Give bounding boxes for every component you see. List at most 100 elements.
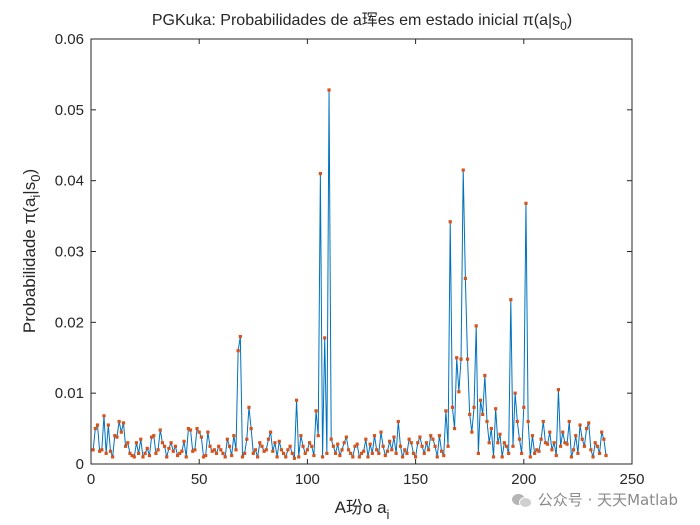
data-point xyxy=(507,451,511,455)
data-point xyxy=(548,430,552,434)
data-point xyxy=(230,453,234,458)
data-point xyxy=(303,451,307,455)
wechat-icon xyxy=(511,492,532,508)
data-point xyxy=(470,430,474,434)
data-point xyxy=(195,426,199,431)
data-point xyxy=(284,455,288,459)
data-point xyxy=(275,455,279,459)
data-point xyxy=(392,435,396,439)
data-point xyxy=(511,444,515,448)
data-point xyxy=(273,441,277,445)
data-point xyxy=(517,437,522,441)
data-point xyxy=(500,455,504,459)
data-point xyxy=(154,451,158,455)
data-point xyxy=(171,449,175,453)
y-tick-label: 0.03 xyxy=(55,244,84,261)
data-point xyxy=(513,391,517,395)
data-point xyxy=(323,336,327,340)
data-point xyxy=(149,435,154,439)
data-point xyxy=(260,444,264,448)
data-point xyxy=(98,449,102,453)
data-point xyxy=(297,455,301,459)
data-point xyxy=(349,451,353,455)
data-point xyxy=(102,414,106,418)
data-point xyxy=(290,451,294,455)
data-point xyxy=(264,448,268,452)
data-point xyxy=(496,441,500,445)
data-point xyxy=(465,357,470,361)
data-point xyxy=(452,426,457,431)
data-point xyxy=(113,434,117,438)
data-point xyxy=(288,444,292,448)
data-point xyxy=(450,405,454,409)
data-point xyxy=(401,455,405,459)
data-point xyxy=(595,444,599,448)
data-point xyxy=(578,423,582,427)
data-point xyxy=(316,434,320,438)
data-point xyxy=(398,444,403,448)
probability-series xyxy=(91,88,608,460)
data-point xyxy=(236,349,240,353)
data-point xyxy=(396,419,400,424)
data-point xyxy=(379,430,383,434)
data-point xyxy=(193,448,197,452)
data-point xyxy=(262,449,266,453)
data-point xyxy=(232,434,236,438)
data-point xyxy=(106,423,110,427)
data-point xyxy=(277,439,281,443)
data-point xyxy=(580,437,584,441)
data-point xyxy=(286,448,290,452)
data-point xyxy=(431,437,435,441)
data-point xyxy=(535,448,539,452)
data-point xyxy=(478,398,483,402)
data-point xyxy=(271,449,275,453)
data-point xyxy=(312,453,316,458)
data-point xyxy=(93,426,97,431)
data-point xyxy=(173,444,177,448)
data-point xyxy=(318,171,322,176)
data-point xyxy=(208,444,212,448)
data-point xyxy=(533,451,537,455)
data-point xyxy=(301,444,305,448)
data-point xyxy=(446,444,450,448)
data-point xyxy=(104,451,108,455)
data-point xyxy=(589,448,593,452)
data-point xyxy=(132,455,136,459)
data-point xyxy=(372,434,377,438)
data-point xyxy=(561,430,565,434)
data-point xyxy=(188,428,193,432)
data-point xyxy=(158,428,162,432)
data-point xyxy=(591,455,595,459)
data-point xyxy=(256,455,260,459)
data-point xyxy=(282,451,286,455)
data-point xyxy=(537,449,541,453)
y-tick-label: 0 xyxy=(76,456,84,473)
data-point xyxy=(509,298,513,302)
data-point xyxy=(587,421,591,425)
data-point xyxy=(390,448,394,452)
data-point xyxy=(124,444,128,448)
data-point xyxy=(119,430,123,434)
data-point xyxy=(442,453,446,458)
data-point xyxy=(126,441,130,445)
data-point xyxy=(214,451,219,455)
data-point xyxy=(269,430,273,434)
data-point xyxy=(156,448,160,452)
data-point xyxy=(128,451,132,455)
data-point xyxy=(266,437,271,441)
data-point xyxy=(459,357,463,361)
data-point xyxy=(504,444,509,448)
data-point xyxy=(414,455,418,459)
data-point xyxy=(355,442,359,446)
data-point xyxy=(422,451,426,455)
data-point xyxy=(182,439,186,443)
data-point xyxy=(327,88,331,92)
data-point xyxy=(502,441,506,445)
data-point xyxy=(539,437,543,441)
data-point xyxy=(305,448,309,452)
y-tick-label: 0.05 xyxy=(55,102,84,119)
data-point xyxy=(487,441,491,445)
x-tick-label: 200 xyxy=(511,471,536,488)
data-point xyxy=(162,444,167,448)
